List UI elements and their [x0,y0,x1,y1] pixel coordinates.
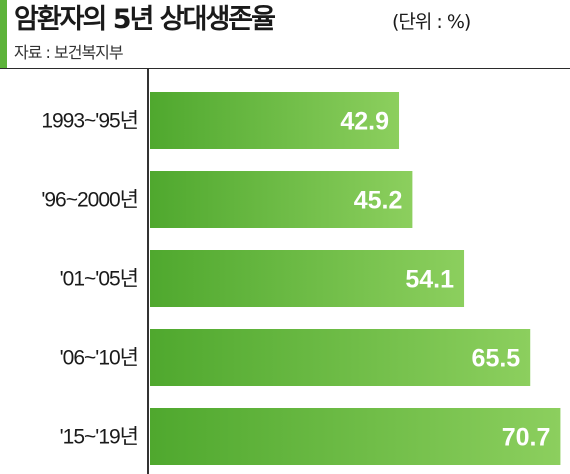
value-label: 42.9 [340,108,389,136]
source-note: 자료 : 보건복지부 [14,43,124,62]
unit-label: (단위 : %) [392,11,471,33]
category-label: '96~2000년 [41,189,138,212]
header-rule [0,68,570,69]
chart-title: 암환자의 5년 상대생존율 [14,4,276,35]
category-label: 1993~'95년 [41,110,138,133]
bar [150,92,400,149]
value-label: 54.1 [405,266,454,294]
value-label: 70.7 [502,424,551,452]
bar [150,329,531,386]
value-label: 65.5 [472,345,521,373]
category-label: '15~'19년 [60,426,138,449]
bar [150,171,413,228]
title-accent-bar [0,0,7,68]
category-label: '06~'10년 [60,347,138,370]
bar [150,250,465,307]
value-label: 45.2 [354,187,403,215]
bar [150,408,561,465]
category-label: '01~'05년 [60,268,138,291]
